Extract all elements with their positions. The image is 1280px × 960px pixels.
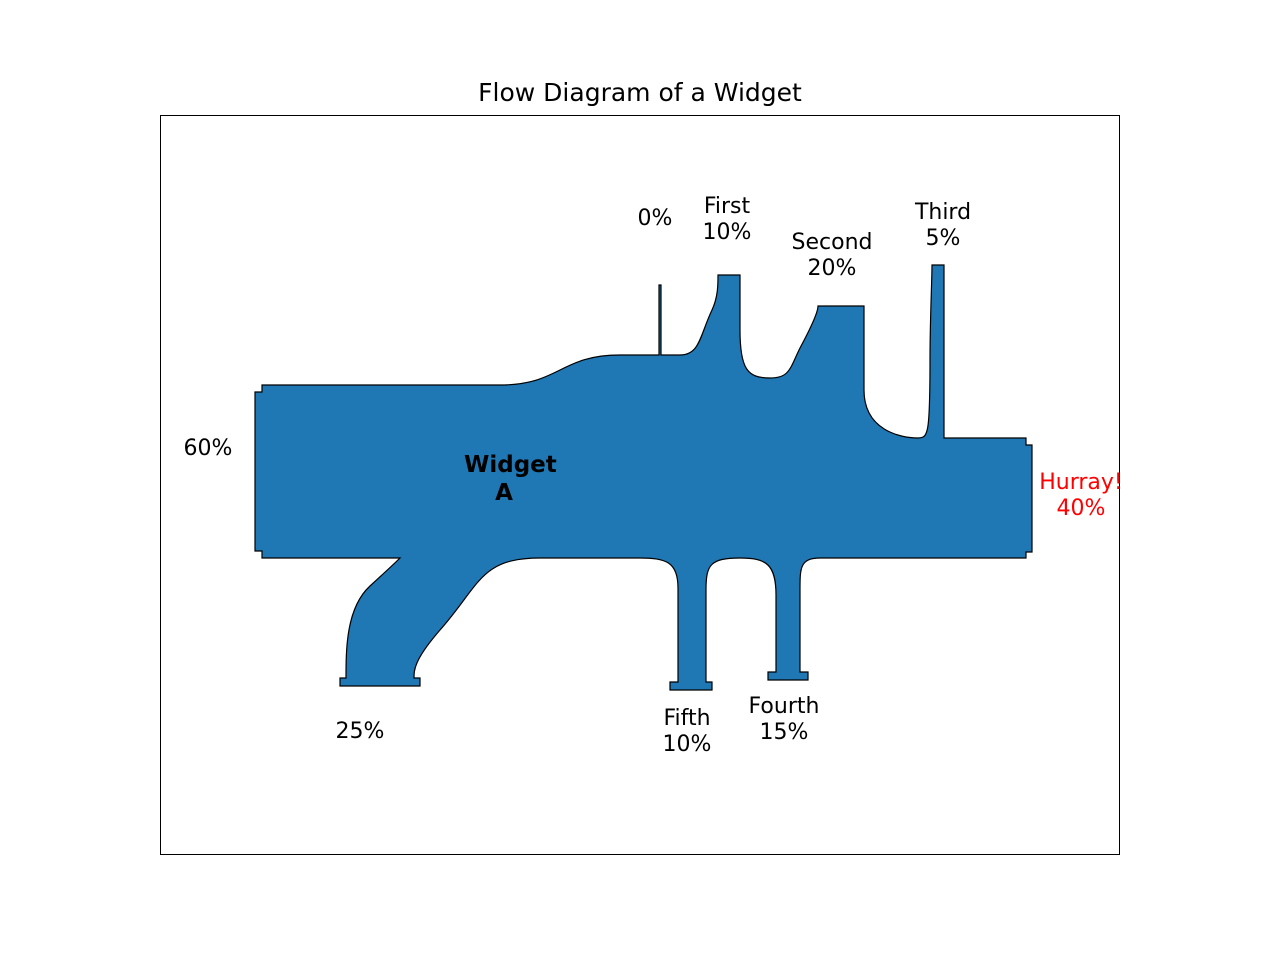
label-input-second: Second 20% [786, 230, 878, 283]
label-input-first: First 10% [692, 194, 762, 247]
label-input-25: 25% [330, 719, 390, 745]
label-input-60: 60% [178, 436, 238, 462]
label-output-hurray: Hurray! 40% [1036, 470, 1126, 523]
label-input-0: 0% [630, 206, 680, 232]
figure-canvas: Flow Diagram of a Widget Widget A 60% 25… [0, 0, 1280, 960]
sankey-patch [255, 265, 1032, 690]
label-output-fourth: Fourth 15% [744, 694, 824, 747]
sankey-patch-label: Widget A [464, 452, 544, 507]
sankey-body [255, 265, 1032, 690]
label-input-third: Third 5% [908, 200, 978, 253]
label-output-fifth: Fifth 10% [652, 706, 722, 759]
